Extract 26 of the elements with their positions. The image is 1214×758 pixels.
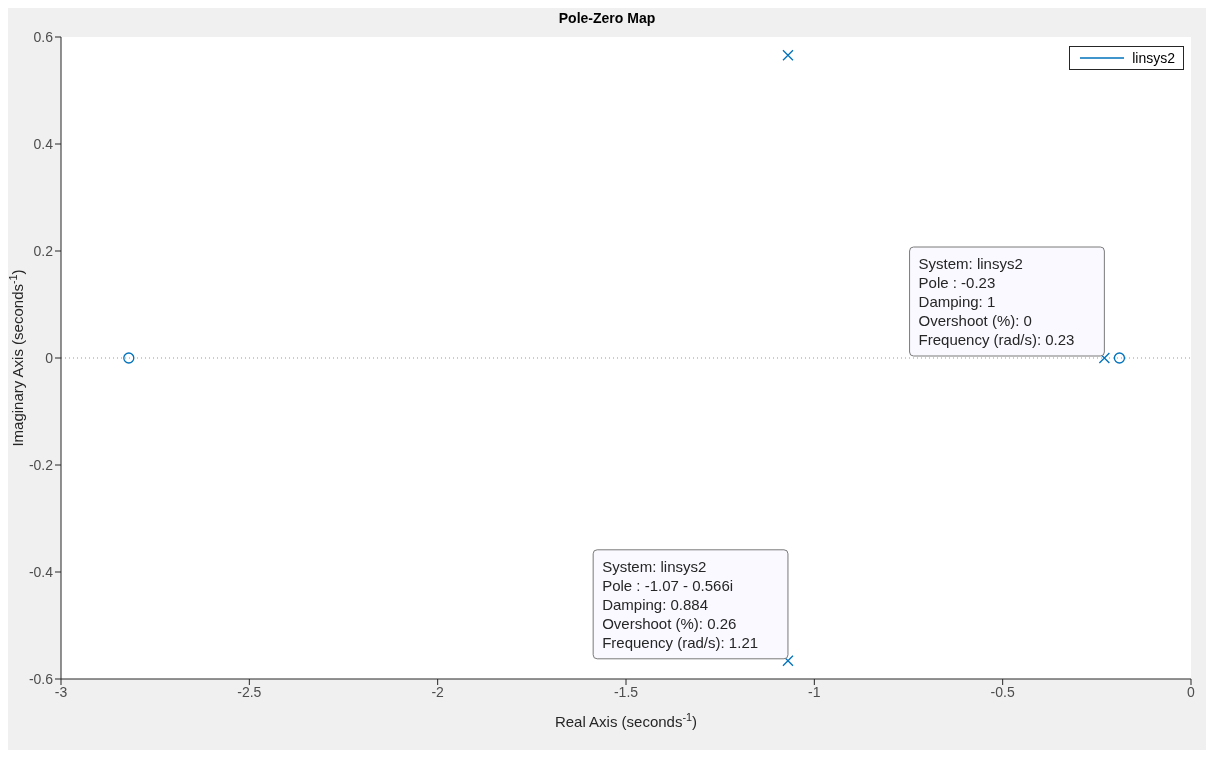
point <box>1098 352 1111 364</box>
point <box>1113 352 1126 364</box>
annotation: System: linsys2 Pole : -0.23 Damping: 1 Overshoot (%): 0 Frequency (rad/s): 0.23 <box>918 255 1075 348</box>
x-tick-label: -3 <box>54 683 68 700</box>
y-tick-label: -0.2 <box>28 456 54 473</box>
x-tick-label: -2 <box>431 683 445 700</box>
datatip-box: System: linsys2 Pole : -1.07 - 0.566i Damping: 0.884 Overshoot (%): 0.26 Frequency (rad/s): 1.21 <box>592 549 789 660</box>
y-tick-label: -0.6 <box>28 670 54 687</box>
annotation: System: linsys2 Pole : -1.07 - 0.566i Damping: 0.884 Overshoot (%): 0.26 Frequency (rad/s): 1.21 <box>602 557 759 651</box>
x-tick-label: -0.5 <box>990 683 1015 700</box>
point <box>782 655 794 667</box>
x-axis-title: Real Axis (seconds$^{-1}$) <box>554 711 698 730</box>
x-tick-label: -1.5 <box>613 683 639 700</box>
point <box>782 49 794 61</box>
point <box>123 352 135 364</box>
datatip-box: System: linsys2 Pole : -0.23 Damping: 1 Overshoot (%): 0 Frequency (rad/s): 0.23 <box>909 246 1105 357</box>
y-tick-label: 0.4 <box>33 135 54 152</box>
y-tick-label: 0 <box>45 349 54 366</box>
x-tick-label: -2.5 <box>237 683 262 700</box>
chart-title: Pole-Zero Map <box>557 10 657 26</box>
y-tick-label: 0.6 <box>33 28 54 45</box>
legend-label: linsys2 <box>1131 50 1175 66</box>
x-tick-label: 0 <box>1187 683 1196 700</box>
x-tick-label: -1 <box>808 683 821 700</box>
y-tick-label: -0.4 <box>28 563 54 580</box>
y-tick-label: 0.2 <box>33 242 54 259</box>
